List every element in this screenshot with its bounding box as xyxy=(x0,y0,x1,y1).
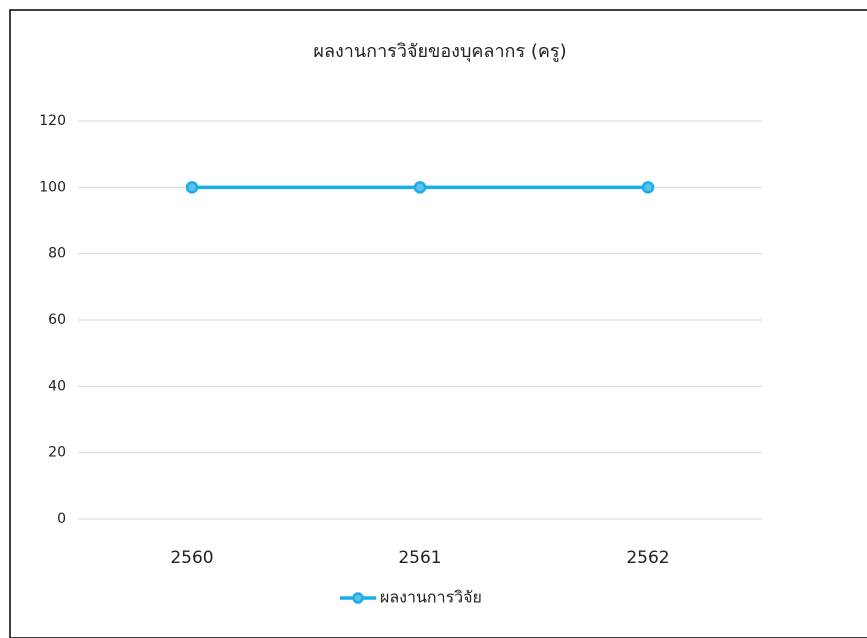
data-point xyxy=(185,181,199,194)
y-tick-label: 0 xyxy=(57,511,66,527)
x-tick-label: 2561 xyxy=(398,548,441,568)
chart-title: ผลงานการวิจัยของบุคลากร (ครู) xyxy=(313,41,566,62)
y-tick-label: 80 xyxy=(48,246,66,262)
chart-frame xyxy=(9,9,867,638)
y-tick-label: 20 xyxy=(48,445,66,461)
legend-label: ผลงานการวิจัย xyxy=(380,588,482,607)
data-point xyxy=(641,181,655,194)
y-tick-label: 40 xyxy=(48,378,66,394)
legend-marker xyxy=(352,592,364,604)
data-point xyxy=(413,181,427,194)
x-tick-label: 2560 xyxy=(170,548,213,568)
y-tick-label: 120 xyxy=(39,113,66,129)
y-tick-label: 60 xyxy=(48,312,66,328)
x-tick-label: 2562 xyxy=(626,548,669,568)
y-tick-label: 100 xyxy=(39,179,66,195)
